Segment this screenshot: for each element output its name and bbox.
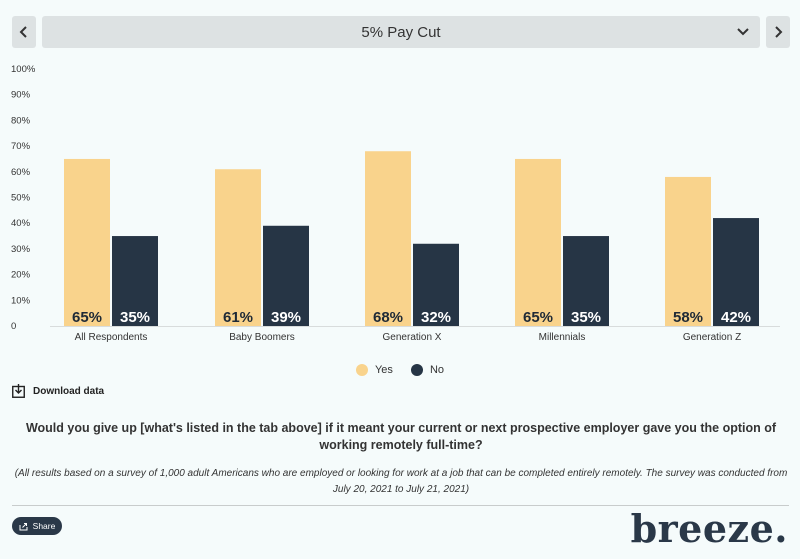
- download-icon: [12, 384, 25, 398]
- bar-no: [563, 236, 609, 326]
- bar-no: [713, 218, 759, 326]
- legend-swatch: [410, 364, 423, 376]
- chevron-down-icon: [737, 28, 749, 36]
- legend-item-yes[interactable]: Yes: [355, 364, 393, 376]
- y-tick-label: 40%: [11, 218, 31, 229]
- y-tick-label: 60%: [11, 167, 31, 178]
- bar-no: [112, 236, 158, 326]
- data-label: 39%: [271, 309, 301, 326]
- selected-tab-label: 5% Pay Cut: [361, 23, 441, 41]
- y-tick-label: 80%: [11, 115, 31, 126]
- bar-yes: [365, 151, 411, 326]
- x-tick-label: Generation Z: [683, 332, 741, 343]
- x-tick-label: Millennials: [539, 332, 586, 343]
- survey-question: Would you give up [what's listed in the …: [25, 421, 777, 452]
- data-label: 68%: [373, 309, 403, 326]
- bar-yes: [64, 158, 110, 326]
- share-label: Share: [32, 521, 56, 531]
- data-label: 42%: [721, 309, 751, 326]
- bar-no: [263, 225, 309, 326]
- chevron-left-icon: [19, 26, 27, 38]
- download-data-label: Download data: [33, 385, 105, 397]
- data-label: 35%: [571, 309, 601, 326]
- y-tick-label: 10%: [11, 295, 31, 306]
- chart-legend: Yes No: [0, 362, 800, 378]
- y-tick-label: 30%: [11, 244, 31, 255]
- download-data-link[interactable]: Download data: [12, 384, 104, 398]
- bar-yes: [515, 158, 561, 326]
- share-icon: [19, 522, 28, 530]
- x-tick-label: All Respondents: [75, 332, 148, 343]
- previous-tab-button[interactable]: [12, 16, 36, 48]
- survey-note: (All results based on a survey of 1,000 …: [14, 468, 788, 495]
- legend-item-no[interactable]: No: [410, 364, 444, 376]
- share-button[interactable]: Share: [12, 517, 62, 535]
- y-tick-label: 0: [11, 321, 16, 332]
- legend-label: No: [429, 364, 444, 376]
- bar-yes: [215, 169, 261, 326]
- y-tick-label: 20%: [11, 270, 31, 281]
- chevron-right-icon: [775, 26, 783, 38]
- bar-yes: [665, 176, 711, 326]
- bar-no: [413, 243, 459, 326]
- y-tick-label: 50%: [11, 193, 31, 204]
- y-tick-label: 100%: [11, 64, 36, 75]
- legend-swatch: [355, 364, 368, 376]
- bar-chart: 0 10% 20% 30% 40% 50% 60% 70% 80% 90% 100% 65% 35% Al…: [11, 64, 780, 343]
- data-label: 58%: [673, 309, 703, 326]
- data-label: 32%: [421, 309, 451, 326]
- y-tick-label: 90%: [11, 90, 31, 101]
- tab-select-dropdown[interactable]: 5% Pay Cut: [42, 16, 760, 48]
- data-label: 61%: [223, 309, 253, 326]
- divider: [12, 505, 789, 506]
- legend-label: Yes: [374, 364, 393, 376]
- next-tab-button[interactable]: [766, 16, 790, 48]
- data-label: 65%: [523, 309, 553, 326]
- data-label: 35%: [120, 309, 150, 326]
- x-tick-label: Generation X: [383, 332, 442, 343]
- breeze-logo: breeze.: [630, 506, 788, 551]
- data-label: 65%: [72, 309, 102, 326]
- y-tick-label: 70%: [11, 141, 31, 152]
- x-tick-label: Baby Boomers: [229, 332, 295, 343]
